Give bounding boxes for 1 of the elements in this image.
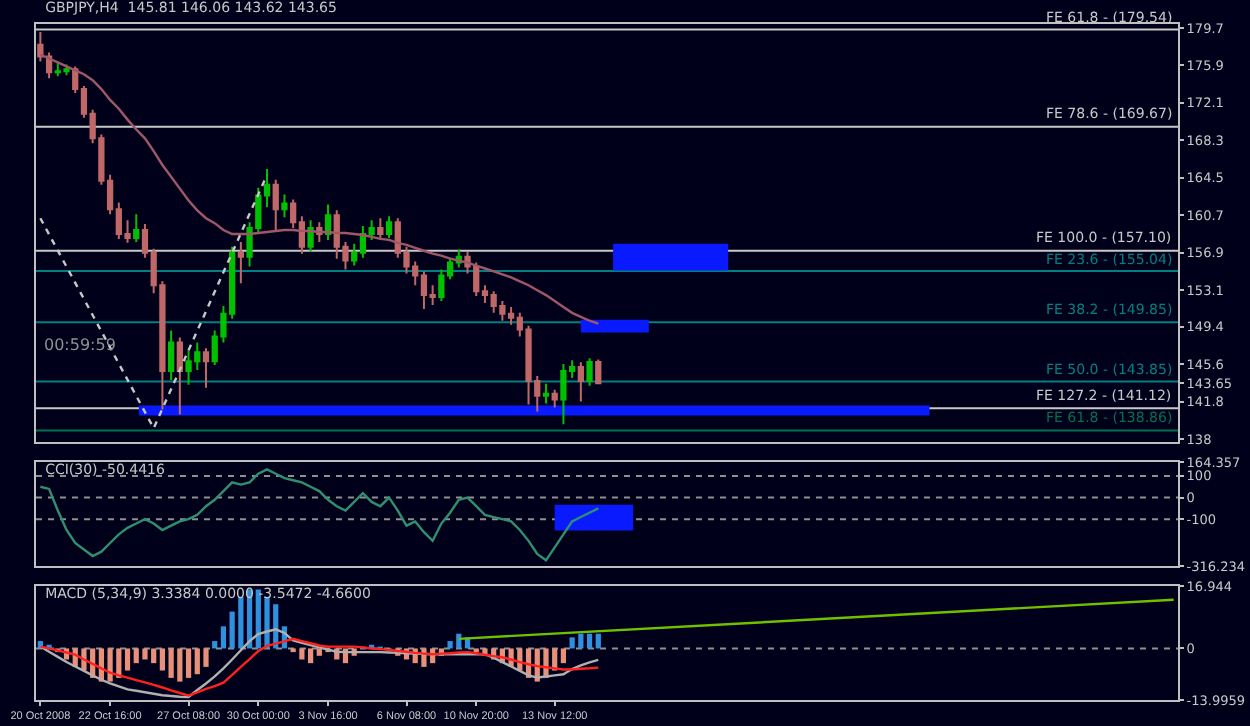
annotation: 00:59:59 [44, 336, 116, 354]
